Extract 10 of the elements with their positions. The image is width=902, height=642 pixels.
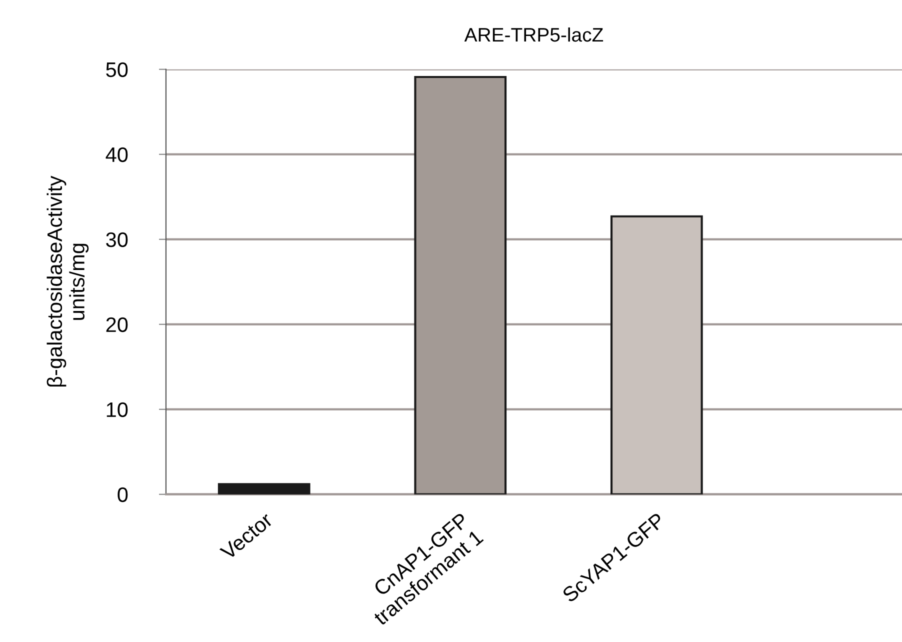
y-tick-label: 20 — [106, 317, 128, 332]
y-tick-label: 40 — [106, 147, 128, 162]
y-tick-label: 10 — [106, 402, 128, 418]
bar — [218, 483, 310, 494]
bar — [610, 215, 703, 494]
y-tick-label: 0 — [118, 487, 128, 502]
y-axis-title: β-galactosidaseActivity units/mg — [46, 176, 89, 387]
y-tick-label: 50 — [106, 62, 128, 78]
chart-title: ARE-TRP5-lacZ — [464, 27, 604, 42]
y-tick-label: 30 — [106, 232, 128, 248]
